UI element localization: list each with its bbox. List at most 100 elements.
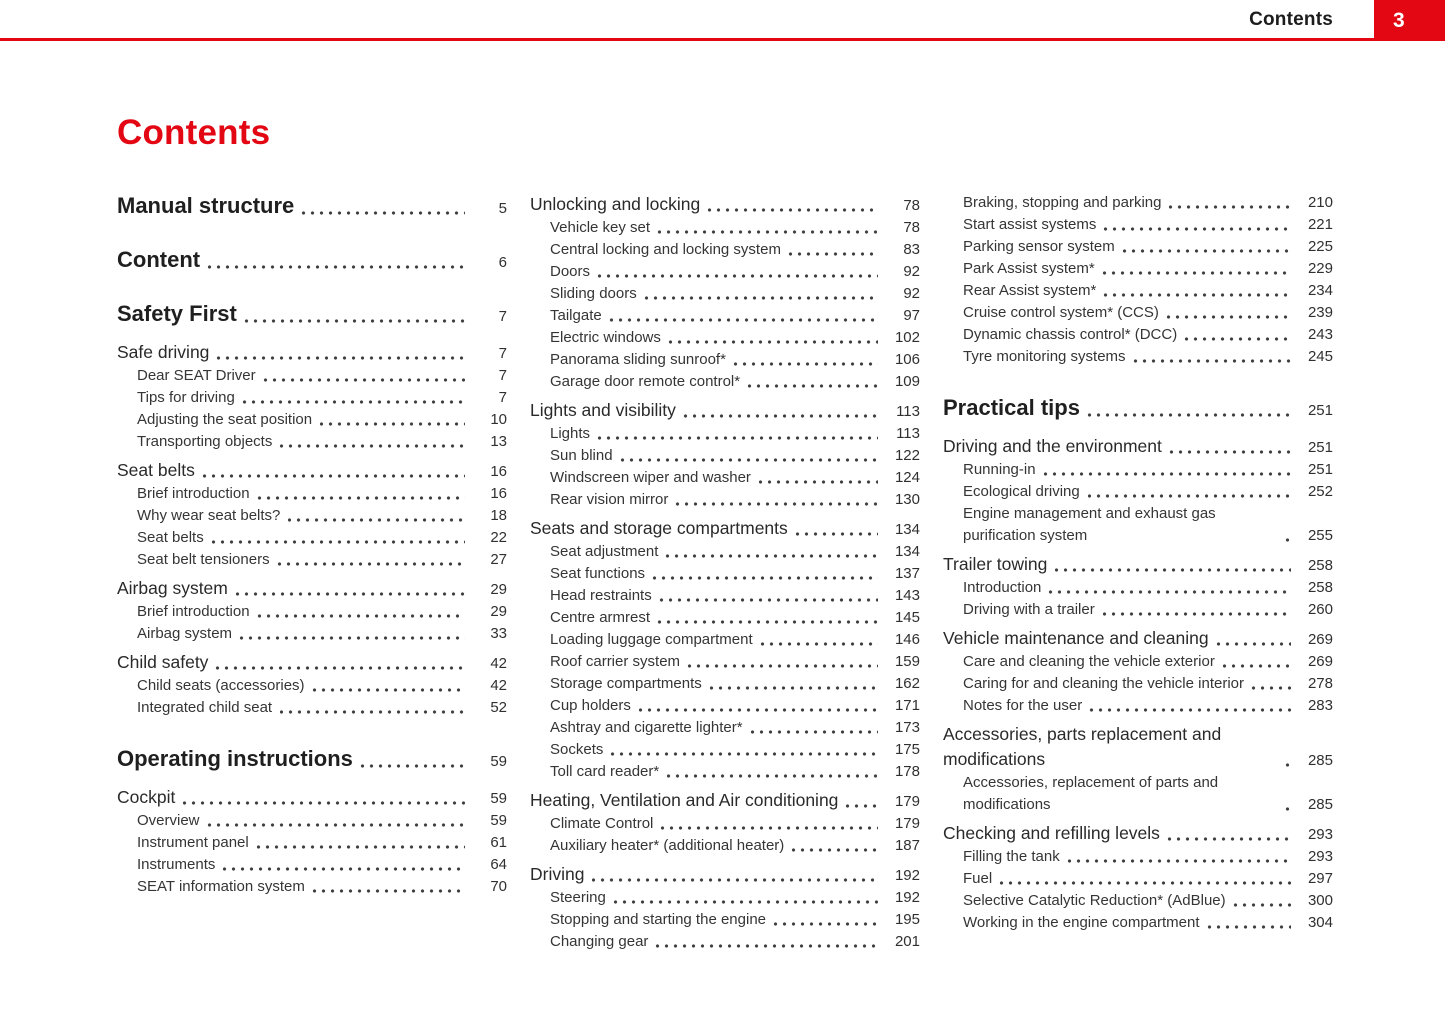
dot-leader (785, 244, 878, 261)
dot-leader (260, 370, 465, 387)
toc-entry-page: 124 (894, 469, 920, 486)
dot-leader (1040, 464, 1291, 481)
toc-entry-page: 27 (490, 551, 507, 568)
toc-entry-label: Garage door remote control* (550, 373, 741, 390)
dot-leader (1087, 700, 1291, 717)
toc-entry: Driving and the environment 251 (943, 434, 1333, 459)
toc-entry-label: Auxiliary heater* (additional heater) (550, 837, 785, 854)
dot-leader (285, 510, 465, 527)
toc-entry: Safe driving 7 (117, 340, 507, 365)
toc-columns: Manual structure 5 Content 6 Safety First 7 Sa… (117, 192, 1333, 953)
toc-entry-label: Seat belts (137, 529, 204, 546)
dot-leader (706, 678, 878, 695)
toc-entry-page: 285 (1307, 796, 1333, 813)
toc-entry-page: 159 (894, 653, 920, 670)
toc-entry: Toll card reader* 178 (530, 761, 920, 783)
dot-leader (1084, 486, 1291, 503)
dot-leader (755, 472, 878, 489)
toc-entry-page: 251 (1307, 402, 1333, 419)
toc-entry: Park Assist system* 229 (943, 258, 1333, 280)
toc-entry-page: 255 (1307, 527, 1333, 544)
toc-entry-page: 234 (1307, 282, 1333, 299)
toc-entry: Electric windows 102 (530, 327, 920, 349)
toc-entry-page: 258 (1307, 557, 1333, 574)
dot-leader (253, 837, 465, 854)
toc-entry-label: Ashtray and cigarette lighter* (550, 719, 743, 736)
toc-entry-page: 260 (1307, 601, 1333, 618)
toc-entry-page: 251 (1307, 439, 1333, 456)
toc-entry: Ashtray and cigarette lighter* 173 (530, 717, 920, 739)
toc-entry-page: 137 (894, 565, 920, 582)
toc-entry: Tailgate 97 (530, 305, 920, 327)
toc-entry-page: 33 (490, 625, 507, 642)
toc-entry-page: 109 (894, 373, 920, 390)
dot-leader (1084, 405, 1291, 422)
dot-leader (220, 859, 465, 876)
toc-entry-label: Instruments (137, 856, 216, 873)
dot-leader (673, 494, 878, 511)
toc-entry-label: Heating, Ventilation and Air conditionin… (530, 790, 839, 810)
page-title: Contents (117, 113, 271, 152)
toc-entry: Cockpit 59 (117, 785, 507, 810)
dot-leader (1249, 678, 1291, 695)
dot-leader (1164, 829, 1291, 846)
toc-entry: Instruments 64 (117, 854, 507, 876)
toc-entry-page: 187 (894, 837, 920, 854)
toc-entry-page: 179 (894, 793, 920, 810)
toc-entry: Head restraints 143 (530, 585, 920, 607)
toc-entry: Dynamic chassis control* (DCC) 243 (943, 324, 1333, 346)
dot-leader (658, 818, 878, 835)
toc-entry-page: 61 (490, 834, 507, 851)
dot-leader (610, 892, 878, 909)
toc-entry: Garage door remote control* 109 (530, 371, 920, 393)
toc-entry: Central locking and locking system 83 (530, 239, 920, 261)
dot-leader (277, 702, 465, 719)
dot-leader (655, 612, 878, 629)
toc-entry-page: 18 (490, 507, 507, 524)
toc-entry: Manual structure 5 (117, 192, 507, 220)
toc-entry-page: 175 (894, 741, 920, 758)
dot-leader (241, 311, 465, 328)
toc-entry-page: 146 (894, 631, 920, 648)
dot-leader (595, 428, 878, 445)
toc-entry: Windscreen wiper and washer 124 (530, 467, 920, 489)
toc-entry-page: 13 (490, 433, 507, 450)
toc-entry-label: Why wear seat belts? (137, 507, 281, 524)
toc-entry-label: Seat functions (550, 565, 646, 582)
toc-entry: Stopping and starting the engine 195 (530, 909, 920, 931)
dot-leader (663, 546, 878, 563)
toc-entry-page: 162 (894, 675, 920, 692)
toc-entry: Cruise control system* (CCS) 239 (943, 302, 1333, 324)
toc-entry-page: 70 (490, 878, 507, 895)
toc-entry-page: 29 (490, 603, 507, 620)
toc-entry: Working in the engine compartment 304 (943, 912, 1333, 934)
toc-entry-label: Changing gear (550, 933, 649, 950)
toc-entry-page: 6 (498, 254, 507, 271)
toc-entry: Cup holders 171 (530, 695, 920, 717)
toc-entry-page: 59 (490, 753, 507, 770)
toc-entry-label: Lights and visibility (530, 400, 676, 420)
toc-entry-page: 7 (498, 345, 507, 362)
toc-entry-label: Climate Control (550, 815, 654, 832)
toc-entry-page: 29 (490, 581, 507, 598)
toc-entry-page: 7 (498, 367, 507, 384)
dot-leader (1166, 197, 1291, 214)
dot-leader (1213, 634, 1291, 651)
toc-entry-page: 210 (1307, 194, 1333, 211)
toc-entry: Brief introduction 29 (117, 601, 507, 623)
toc-entry-page: 300 (1307, 892, 1333, 909)
toc-entry: Roof carrier system 159 (530, 651, 920, 673)
toc-entry-page: 113 (896, 425, 920, 442)
toc-entry-page: 278 (1307, 675, 1333, 692)
toc-entry: Driving 192 (530, 862, 920, 887)
toc-entry-page: 258 (1307, 579, 1333, 596)
toc-entry-label: Cruise control system* (CCS) (963, 304, 1159, 321)
toc-entry-page: 252 (1307, 483, 1333, 500)
toc-entry-page: 178 (894, 763, 920, 780)
toc-entry-page: 16 (490, 463, 507, 480)
toc-entry: Checking and refilling levels 293 (943, 821, 1333, 846)
toc-entry-label: Storage compartments (550, 675, 702, 692)
toc-entry-label: Start assist systems (963, 216, 1097, 233)
toc-entry: Rear vision mirror 130 (530, 489, 920, 511)
dot-leader (317, 414, 465, 431)
